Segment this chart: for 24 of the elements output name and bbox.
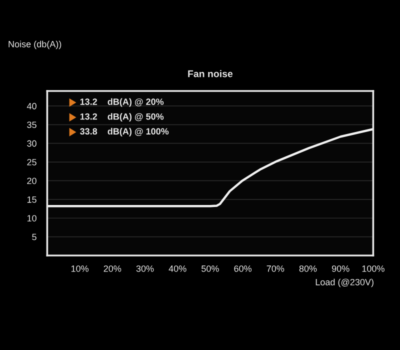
x-tick-label: 90%: [332, 265, 350, 272]
y-tick-label: 40: [26, 102, 36, 110]
y-tick-label: 15: [27, 196, 36, 203]
x-tick-label: 100%: [362, 265, 384, 272]
y-tick-label: 35: [27, 122, 36, 128]
chart-title: Fan noise: [188, 70, 233, 78]
annotation: 13.2 dB(A) @ 50%: [80, 113, 164, 122]
x-tick-label: 80%: [299, 265, 317, 272]
x-tick-label: 20%: [104, 265, 122, 272]
y-axis-title: Noise (db(A)): [8, 40, 62, 50]
x-axis-title: Load (@230V): [316, 278, 374, 288]
annotation: 33.8 dB(A) @ 100%: [80, 128, 169, 136]
x-tick-label: 30%: [136, 265, 154, 272]
x-tick-label: 50%: [202, 265, 219, 272]
y-tick-label: 25: [27, 159, 36, 166]
y-tick-label: 10: [27, 215, 36, 222]
y-tick-label: 5: [32, 234, 36, 240]
y-tick-label: 20: [27, 178, 36, 184]
x-tick-label: 60%: [234, 265, 252, 272]
y-tick-label: 30: [27, 140, 36, 147]
x-tick-label: 40%: [168, 265, 186, 272]
x-tick-label: 10%: [71, 265, 89, 272]
annotation: 13.2 dB(A) @ 20%: [80, 98, 164, 107]
x-tick-label: 70%: [266, 265, 284, 272]
